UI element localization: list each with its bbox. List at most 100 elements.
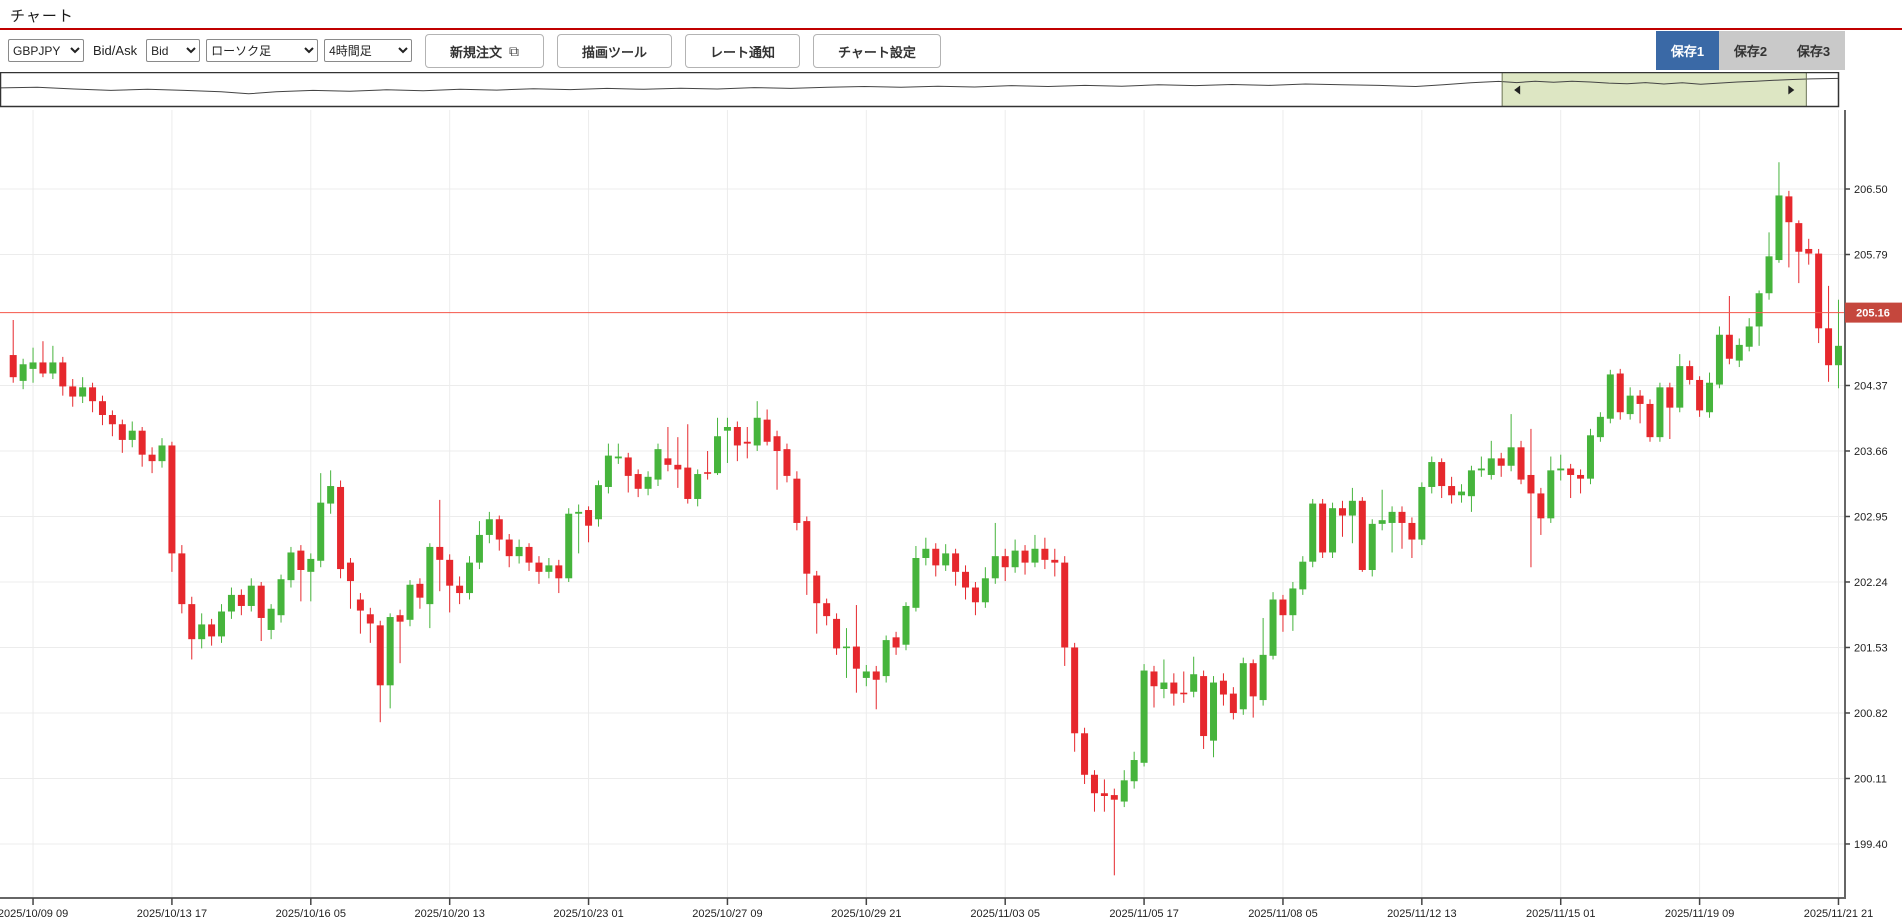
candle bbox=[1497, 458, 1505, 466]
candle bbox=[1130, 760, 1138, 782]
save-tab-1[interactable]: 保存1 bbox=[1656, 31, 1719, 70]
candle bbox=[1210, 682, 1218, 741]
date-tick-label: 2025/11/08 05 bbox=[1248, 908, 1318, 920]
candle bbox=[1229, 693, 1237, 713]
candle bbox=[9, 355, 17, 378]
timeframe-select[interactable]: 4時間足 bbox=[324, 39, 413, 62]
candle bbox=[1686, 366, 1694, 380]
drawing-tools-button[interactable]: 描画ツール bbox=[557, 34, 673, 68]
candle bbox=[1656, 387, 1664, 438]
candle bbox=[1834, 345, 1842, 366]
candle bbox=[1408, 522, 1416, 540]
drawing-tools-label: 描画ツール bbox=[582, 44, 648, 60]
candle bbox=[1825, 328, 1833, 366]
candle bbox=[406, 584, 414, 620]
candle bbox=[1249, 663, 1257, 697]
candle bbox=[19, 364, 27, 381]
chart-settings-label: チャート設定 bbox=[838, 44, 916, 60]
candle bbox=[138, 430, 146, 455]
candle bbox=[1537, 493, 1545, 519]
price-tick-label: 200.82 bbox=[1854, 708, 1888, 720]
candle bbox=[952, 553, 960, 572]
candle bbox=[1775, 195, 1783, 261]
overview-selection[interactable] bbox=[1502, 72, 1807, 107]
candle bbox=[575, 511, 583, 514]
symbol-select[interactable]: GBPJPY bbox=[8, 39, 84, 62]
candle bbox=[89, 387, 97, 402]
candle bbox=[892, 637, 900, 648]
candle bbox=[1646, 403, 1654, 438]
candle bbox=[1180, 692, 1188, 695]
candle bbox=[1110, 795, 1118, 800]
date-tick-label: 2025/10/29 21 bbox=[831, 908, 901, 920]
candle bbox=[98, 401, 106, 416]
candle bbox=[753, 417, 761, 446]
candle bbox=[297, 550, 305, 570]
candle bbox=[1021, 550, 1029, 563]
candle bbox=[466, 562, 474, 594]
current-price-badge bbox=[1845, 302, 1902, 323]
candle bbox=[1279, 599, 1287, 616]
candle bbox=[79, 387, 87, 397]
chart-type-select[interactable]: ローソク足 bbox=[206, 39, 319, 62]
candle bbox=[366, 614, 374, 624]
overview-line bbox=[0, 77, 1839, 95]
overview-svg bbox=[0, 71, 1840, 108]
candle bbox=[813, 575, 821, 604]
candle bbox=[1567, 468, 1575, 475]
candle bbox=[475, 534, 483, 563]
candle bbox=[485, 519, 493, 535]
rate-alert-button[interactable]: レート通知 bbox=[685, 34, 801, 68]
candle bbox=[1081, 733, 1089, 775]
overview-border bbox=[0, 71, 1840, 108]
candle bbox=[654, 449, 662, 480]
candle bbox=[1666, 387, 1674, 408]
candle bbox=[1378, 520, 1386, 524]
candle bbox=[634, 474, 642, 489]
candle bbox=[1031, 548, 1039, 563]
candle bbox=[29, 362, 37, 369]
bid-ask-label: Bid/Ask bbox=[93, 43, 138, 58]
selection-left-handle-icon[interactable] bbox=[1514, 85, 1521, 95]
candle bbox=[1319, 503, 1327, 553]
candle bbox=[515, 546, 523, 557]
candle bbox=[237, 594, 245, 606]
candle bbox=[227, 594, 235, 612]
candle bbox=[386, 617, 394, 686]
candle bbox=[1289, 588, 1297, 616]
candle bbox=[118, 424, 126, 440]
candle bbox=[1527, 474, 1535, 494]
save-tab-2[interactable]: 保存2 bbox=[1733, 44, 1768, 59]
candle bbox=[783, 449, 791, 476]
selection-right-handle-icon[interactable] bbox=[1788, 85, 1795, 95]
candle bbox=[208, 624, 216, 637]
candle bbox=[1398, 511, 1406, 523]
candle bbox=[376, 625, 384, 686]
candle bbox=[555, 565, 563, 579]
save-tab-3[interactable]: 保存3 bbox=[1796, 44, 1831, 59]
page-title: チャート bbox=[10, 8, 74, 25]
candle bbox=[178, 553, 186, 605]
candle bbox=[1735, 344, 1743, 361]
candle bbox=[922, 548, 930, 558]
candle bbox=[1755, 293, 1763, 327]
save-preset-tabs: 保存1 保存2 保存3 bbox=[1656, 31, 1845, 70]
chart-overview-scroller[interactable] bbox=[0, 71, 1902, 108]
candle bbox=[664, 458, 672, 465]
date-tick-label: 2025/10/23 01 bbox=[553, 908, 623, 920]
candle bbox=[971, 587, 979, 603]
chart-settings-button[interactable]: チャート設定 bbox=[813, 34, 941, 68]
rate-alert-label: レート通知 bbox=[710, 44, 776, 60]
new-order-button[interactable]: 新規注文 ⧉ bbox=[425, 34, 545, 68]
candle bbox=[1815, 253, 1823, 329]
price-tick-label: 199.40 bbox=[1854, 839, 1888, 851]
bid-ask-select[interactable]: Bid bbox=[146, 39, 201, 62]
candle bbox=[1269, 599, 1277, 656]
price-tick-label: 204.37 bbox=[1854, 380, 1888, 392]
candle bbox=[684, 467, 692, 499]
candle bbox=[1170, 682, 1178, 694]
candle bbox=[763, 419, 771, 442]
candle bbox=[823, 603, 831, 617]
candle bbox=[1428, 462, 1436, 487]
